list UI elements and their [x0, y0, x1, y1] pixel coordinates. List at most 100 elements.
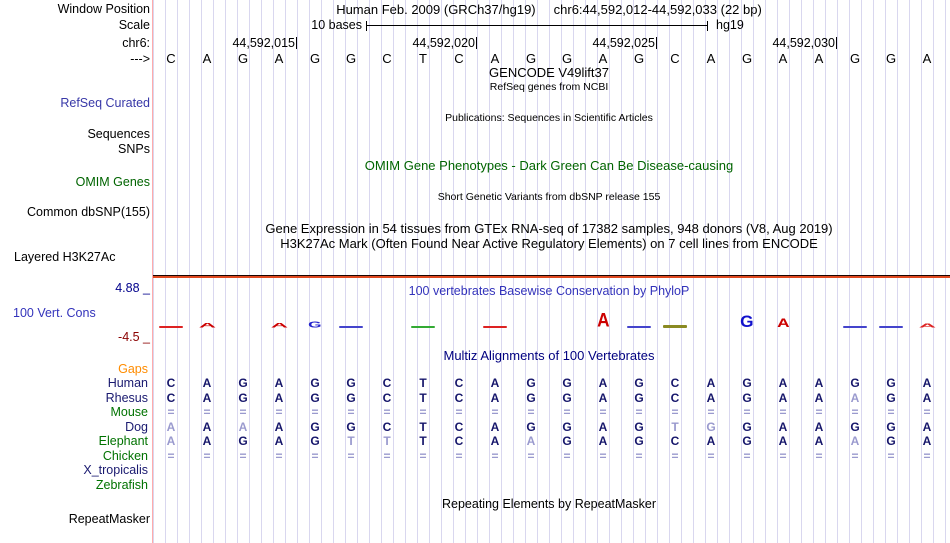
alignment-base: =: [563, 405, 571, 419]
alignment-base: G: [310, 434, 320, 448]
track-title-gencode[interactable]: GENCODE V49lift37: [489, 65, 609, 80]
alignment-base: A: [598, 376, 608, 390]
alignment-base: =: [527, 449, 535, 463]
genome-build-label: hg19: [716, 18, 744, 32]
track-label-sequences[interactable]: Sequences: [87, 127, 150, 141]
alignment-base: A: [598, 391, 608, 405]
alignment-base: =: [923, 405, 931, 419]
multiz-row-human: Human C A G A G G C T C A G G A G C A G A A G G A: [0, 376, 950, 390]
phylop-bar: [338, 326, 364, 328]
alignment-base: =: [743, 449, 751, 463]
species-label[interactable]: X_tropicalis: [83, 463, 148, 477]
alignment-base: =: [491, 405, 499, 419]
track-label-common-dbsnp[interactable]: Common dbSNP(155): [27, 205, 150, 219]
alignment-base: G: [886, 376, 896, 390]
phylop-letter: G: [308, 320, 322, 330]
reference-base: C: [166, 51, 176, 66]
phylop-bar: [662, 325, 688, 328]
coordinate-label: 44,592,020: [412, 36, 475, 50]
alignment-base: G: [562, 434, 572, 448]
alignment-base: C: [454, 434, 464, 448]
base-position-gridlines: [153, 0, 947, 543]
alignment-base: A: [850, 391, 860, 405]
alignment-base: A: [202, 420, 212, 434]
alignment-base: T: [383, 434, 391, 448]
reference-base: A: [778, 51, 788, 66]
phylop-logo-cell: [153, 326, 189, 328]
alignment-base: A: [238, 420, 248, 434]
alignment-base: C: [382, 391, 392, 405]
alignment-base: A: [202, 391, 212, 405]
species-label[interactable]: Elephant: [98, 434, 148, 448]
phylop-bar: [482, 326, 508, 328]
track-label-repeatmasker[interactable]: RepeatMasker: [68, 512, 150, 526]
track-label-snps[interactable]: SNPs: [118, 142, 150, 156]
track-title-multiz[interactable]: Multiz Alignments of 100 Vertebrates: [443, 348, 655, 363]
alignment-base: G: [346, 376, 356, 390]
chromosome-label: chr6:: [122, 36, 150, 50]
species-label[interactable]: Gaps: [118, 362, 148, 376]
reference-base: C: [670, 51, 680, 66]
alignment-base: G: [634, 391, 644, 405]
track-title-gtex[interactable]: Gene Expression in 54 tissues from GTEx …: [265, 221, 833, 236]
alignment-base: T: [419, 420, 427, 434]
multiz-row-gaps: Gaps: [0, 362, 950, 376]
species-label[interactable]: Human: [107, 376, 148, 390]
alignment-base: T: [347, 434, 355, 448]
species-label[interactable]: Rhesus: [105, 391, 148, 405]
alignment-base: G: [310, 391, 320, 405]
alignment-base: A: [490, 391, 500, 405]
phylop-logo-cell: G: [297, 317, 333, 330]
species-label[interactable]: Dog: [125, 420, 148, 434]
alignment-base: G: [562, 391, 572, 405]
h3k27ac-signal-band[interactable]: [153, 275, 950, 278]
track-subtitle-refseq[interactable]: RefSeq genes from NCBI: [489, 81, 609, 93]
alignment-base: =: [887, 449, 895, 463]
track-title-repeatmasker[interactable]: Repeating Elements by RepeatMasker: [441, 497, 656, 511]
track-title-dbsnp[interactable]: Short Genetic Variants from dbSNP releas…: [437, 191, 661, 203]
reference-base: G: [561, 51, 573, 66]
alignment-base: G: [526, 376, 536, 390]
track-title-omim[interactable]: OMIM Gene Phenotypes - Dark Green Can Be…: [364, 158, 734, 173]
track-label-100-vert-cons[interactable]: 100 Vert. Cons: [13, 306, 96, 320]
alignment-base: T: [419, 391, 427, 405]
alignment-base: =: [887, 405, 895, 419]
species-label[interactable]: Zebrafish: [95, 478, 148, 492]
alignment-base: A: [706, 391, 716, 405]
track-title-publications[interactable]: Publications: Sequences in Scientific Ar…: [445, 112, 653, 124]
track-label-refseq-curated[interactable]: RefSeq Curated: [60, 96, 150, 110]
alignment-base: A: [274, 434, 284, 448]
alignment-base: G: [850, 420, 860, 434]
multiz-row-zebrafish: Zebrafish: [0, 478, 950, 492]
alignment-base: =: [599, 449, 607, 463]
phylop-logo-cell: A: [261, 317, 297, 329]
alignment-base: =: [779, 405, 787, 419]
alignment-base: =: [239, 405, 247, 419]
alignment-base: C: [382, 376, 392, 390]
alignment-base: G: [742, 376, 752, 390]
track-label-layered-h3k27ac[interactable]: Layered H3K27Ac: [14, 250, 116, 264]
species-label[interactable]: Chicken: [102, 449, 148, 463]
reference-base: A: [814, 51, 824, 66]
phylop-letter: A: [918, 322, 936, 330]
strand-arrow-label[interactable]: --->: [130, 52, 150, 66]
track-title-conservation[interactable]: 100 vertebrates Basewise Conservation by…: [408, 284, 690, 298]
alignment-base: C: [454, 420, 464, 434]
alignment-base: C: [166, 391, 176, 405]
track-label-omim-genes[interactable]: OMIM Genes: [75, 175, 150, 189]
species-label[interactable]: Mouse: [110, 405, 148, 419]
alignment-base: A: [814, 420, 824, 434]
alignment-base: =: [455, 405, 463, 419]
position-range: chr6:44,592,012-44,592,033 (22 bp): [553, 2, 762, 17]
window-position-title: Human Feb. 2009 (GRCh37/hg19) chr6:44,592…: [153, 2, 945, 17]
alignment-base: =: [491, 449, 499, 463]
alignment-base: G: [238, 376, 248, 390]
alignment-cells: = = = = = = = = = = = = = = = = = = = = = =: [153, 405, 945, 419]
track-title-h3k27ac[interactable]: H3K27Ac Mark (Often Found Near Active Re…: [280, 236, 818, 251]
alignment-base: A: [850, 434, 860, 448]
reference-base: G: [885, 51, 897, 66]
